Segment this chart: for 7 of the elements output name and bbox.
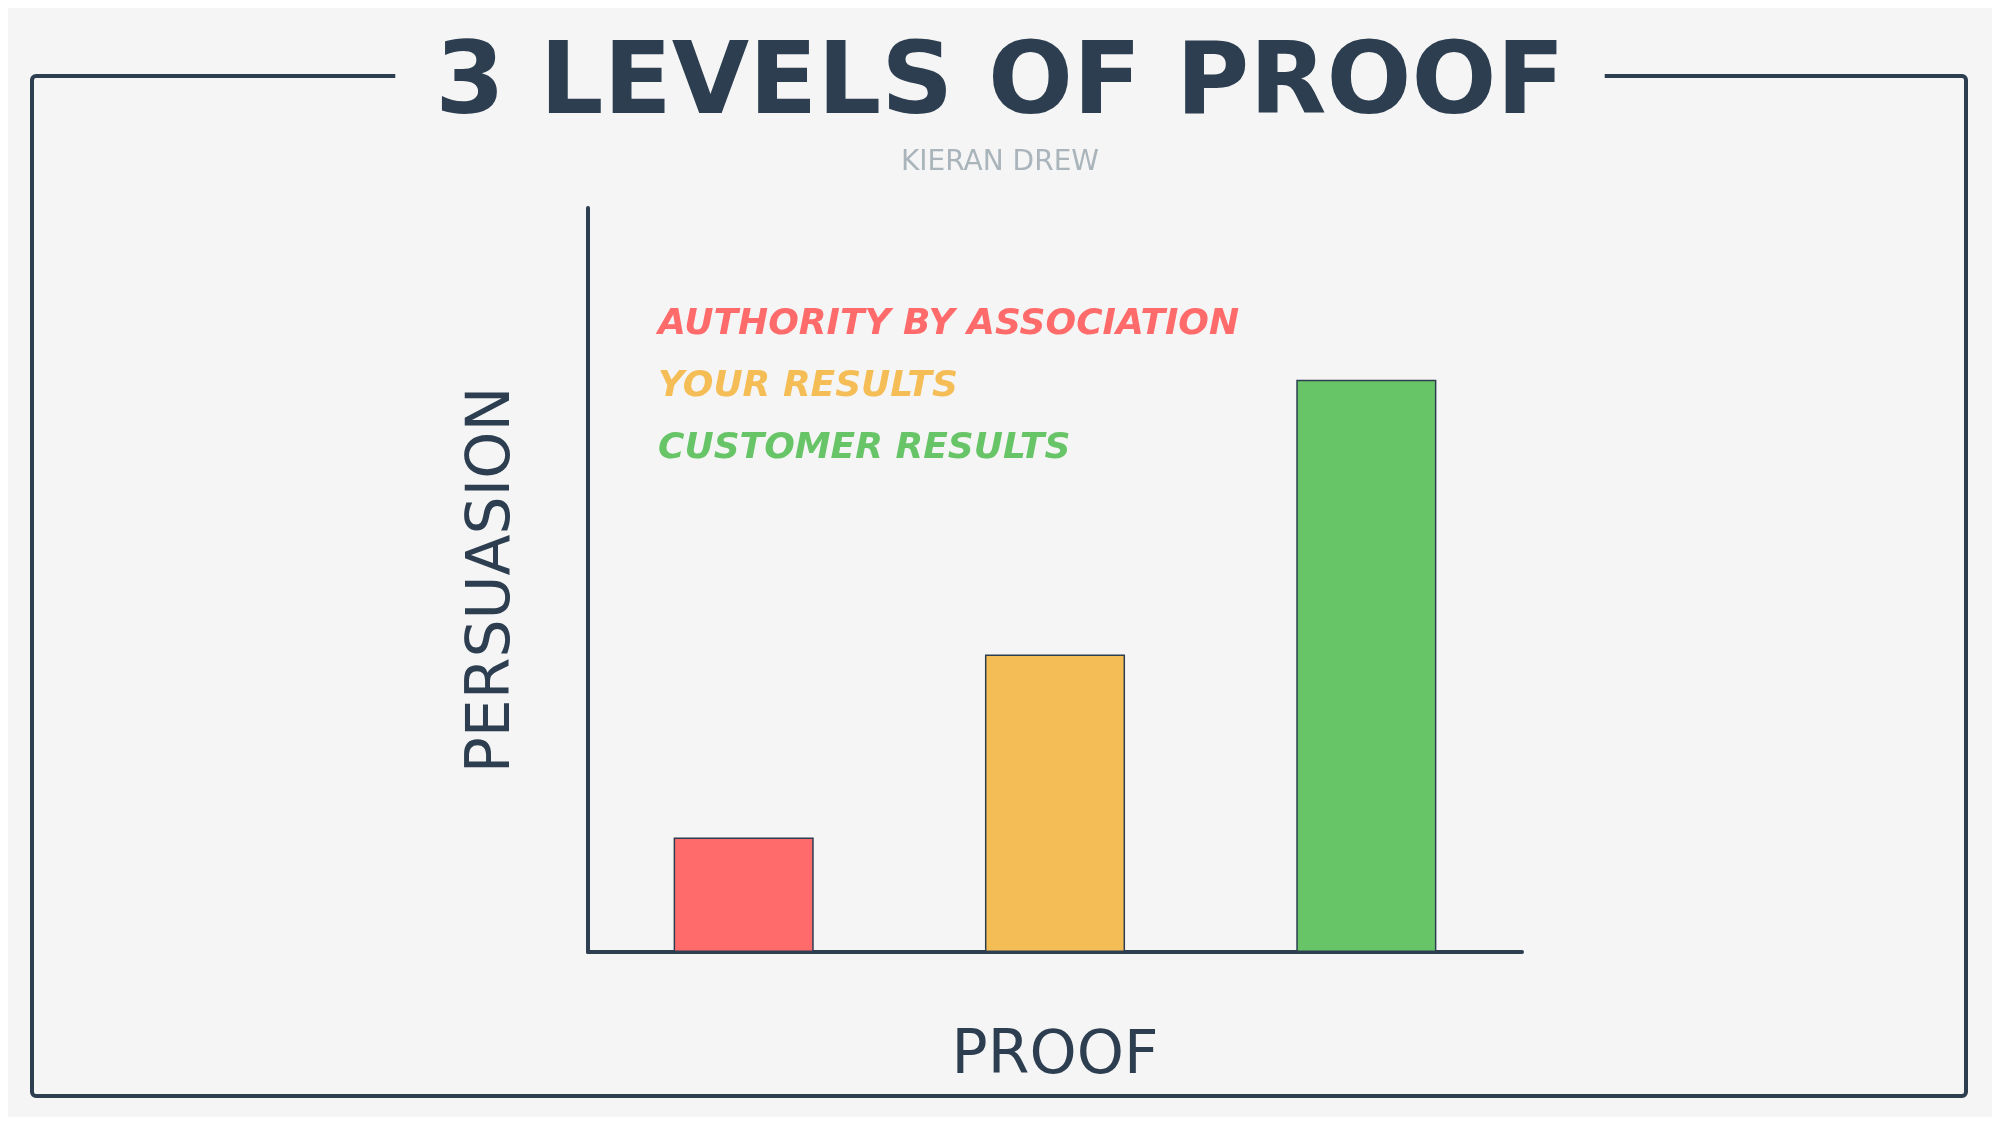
y-axis-title: PERSUASION xyxy=(453,386,523,774)
chart-title: 3 LEVELS OF PROOF xyxy=(435,19,1565,137)
text: YOUR RESULTS xyxy=(658,362,958,404)
text: AUTHORITY BY ASSOCIATION xyxy=(655,300,1240,342)
x-axis-title: PROOF xyxy=(951,1017,1159,1087)
chart-subtitle: KIERAN DREW xyxy=(900,143,1100,177)
text: CUSTOMER RESULTS xyxy=(658,424,1071,466)
